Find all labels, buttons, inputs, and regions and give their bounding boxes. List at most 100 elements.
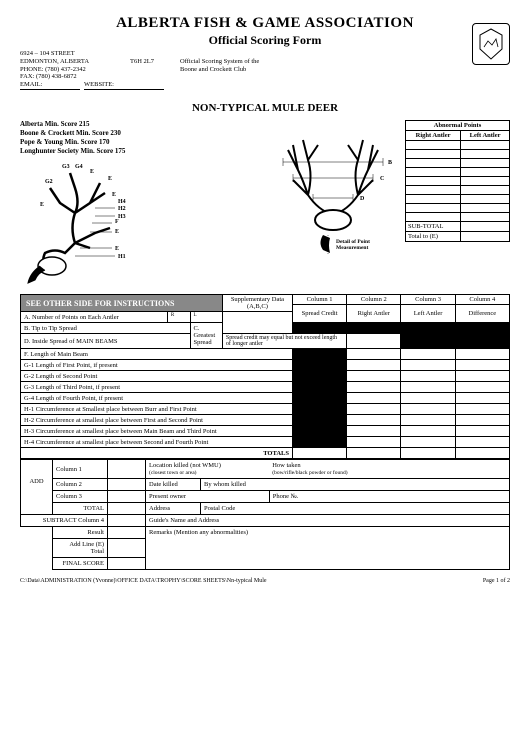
min-lh: Longhunter Society Min. Score 175 bbox=[20, 147, 260, 156]
abnormal-title: Abnormal Points bbox=[406, 120, 510, 130]
instructions-bar: SEE OTHER SIDE FOR INSTRUCTIONS bbox=[21, 296, 222, 311]
subtotal-label: SUB-TOTAL bbox=[406, 221, 461, 231]
addr-club: Boone and Crockett Club bbox=[180, 66, 246, 74]
total-label: TOTAL bbox=[53, 503, 108, 515]
min-bc: Boone & Crockett Min. Score 230 bbox=[20, 129, 260, 138]
row-b: B. Tip to Tip Spread bbox=[21, 323, 191, 334]
svg-text:Measurement: Measurement bbox=[336, 245, 368, 251]
owner-label: Present owner bbox=[146, 491, 270, 503]
sum-col3: Column 3 bbox=[53, 491, 108, 503]
row-h1: H-1 Circumference at Smallest place betw… bbox=[21, 404, 293, 415]
row-g1: G-1 Length of First Point, if present bbox=[21, 360, 293, 371]
addr-system: Official Scoring System of the bbox=[180, 58, 259, 66]
footer: C:\Data\ADMINISTRATION (Yvonne)\OFFICE D… bbox=[20, 578, 510, 584]
loc-label: Location killed (not WMU) bbox=[149, 462, 221, 469]
svg-text:E: E bbox=[115, 229, 119, 235]
abnormal-left: Left Antler bbox=[461, 130, 510, 140]
svg-text:E: E bbox=[112, 192, 116, 198]
addr-line: 6924 – 104 STREET bbox=[20, 50, 510, 58]
main-scoring-table: SEE OTHER SIDE FOR INSTRUCTIONS Suppleme… bbox=[20, 294, 510, 459]
col4-h: Column 4 bbox=[455, 295, 509, 305]
how-sub: (bow/rifle/black powder or found) bbox=[272, 470, 347, 476]
svg-text:H2: H2 bbox=[118, 206, 126, 212]
row-d-note: Spread credit may equal but not exceed l… bbox=[222, 334, 346, 349]
svg-text:G2: G2 bbox=[45, 179, 53, 185]
svg-text:E: E bbox=[40, 202, 44, 208]
svg-text:E: E bbox=[115, 246, 119, 252]
addr-phone: PHONE: (780) 437-2342 bbox=[20, 66, 180, 74]
how-label: How taken bbox=[272, 462, 300, 469]
addr-web: WEBSITE: bbox=[84, 81, 164, 90]
footer-page: Page 1 of 2 bbox=[483, 578, 510, 584]
col1-h: Column 1 bbox=[292, 295, 346, 305]
min-scores: Alberta Min. Score 215 Boone & Crockett … bbox=[20, 120, 260, 156]
svg-text:E: E bbox=[90, 169, 94, 175]
svg-text:H1: H1 bbox=[118, 254, 126, 260]
min-py: Pope & Young Min. Score 170 bbox=[20, 138, 260, 147]
final-label: FINAL SCORE bbox=[53, 558, 108, 570]
row-totals: TOTALS bbox=[21, 448, 293, 459]
row-h4: H-4 Circumference at smallest place betw… bbox=[21, 437, 293, 448]
addr-email: EMAIL: bbox=[20, 81, 80, 90]
loc-sub: (closest town or area) bbox=[149, 470, 197, 476]
abnormal-right: Right Antler bbox=[406, 130, 461, 140]
row-d: D. Inside Spread of MAIN BEAMS bbox=[21, 334, 191, 349]
phone-label: Phone №. bbox=[269, 491, 509, 503]
antler-side-diagram: G3G4EE G2EE FE H2H3H4 EH1 bbox=[20, 158, 150, 288]
col3-h: Column 3 bbox=[401, 295, 455, 305]
addr-postal: T6H 2L7 bbox=[130, 58, 180, 66]
row-a-l: L bbox=[190, 312, 222, 323]
row-a: A. Number of Points on Each Antler bbox=[21, 312, 168, 323]
left-h: Left Antler bbox=[401, 305, 455, 323]
svg-text:G4: G4 bbox=[75, 164, 83, 170]
result-label: Result bbox=[53, 527, 108, 539]
species-title: NON-TYPICAL MULE DEER bbox=[20, 102, 510, 114]
row-g2: G-2 Length of Second Point bbox=[21, 371, 293, 382]
svg-text:H4: H4 bbox=[118, 199, 126, 205]
remarks-label: Remarks (Mention any abnormalities) bbox=[146, 527, 510, 570]
svg-text:B: B bbox=[388, 160, 392, 166]
date-label: Date killed bbox=[146, 479, 201, 491]
row-f: F. Length of Main Beam bbox=[21, 349, 293, 360]
diff-h: Difference bbox=[455, 305, 509, 323]
abnormal-points-table: Abnormal Points Right AntlerLeft Antler … bbox=[405, 120, 510, 242]
addr-city: EDMONTON, ALBERTA bbox=[20, 58, 130, 66]
whom-label: By whom killed bbox=[201, 479, 510, 491]
antler-front-diagram: BCD Detail of Point Measurement bbox=[268, 120, 398, 260]
svg-text:C: C bbox=[380, 176, 384, 182]
form-subtitle: Official Scoring Form bbox=[20, 33, 510, 48]
address-block: 6924 – 104 STREET EDMONTON, ALBERTA T6H … bbox=[20, 50, 510, 90]
sum-col1: Column 1 bbox=[53, 460, 108, 479]
row-h2: H-2 Circumference at smallest place betw… bbox=[21, 415, 293, 426]
afga-logo bbox=[472, 23, 510, 65]
summary-table: ADD Column 1 Location killed (not WMU) (… bbox=[20, 459, 510, 570]
header: ALBERTA FISH & GAME ASSOCIATION Official… bbox=[20, 15, 510, 90]
min-alberta: Alberta Min. Score 215 bbox=[20, 120, 260, 129]
svg-text:G3: G3 bbox=[62, 164, 70, 170]
row-g4: G-4 Length of Fourth Point, if present bbox=[21, 393, 293, 404]
subtract-label: SUBTRACT Column 4 bbox=[21, 515, 108, 527]
row-c: C. Greatest Spread bbox=[190, 323, 222, 349]
right-h: Right Antler bbox=[347, 305, 401, 323]
svg-text:D: D bbox=[360, 196, 365, 202]
address-label: Address bbox=[146, 503, 201, 515]
svg-text:E: E bbox=[108, 176, 112, 182]
spread-h: Spread Credit bbox=[292, 305, 346, 323]
postal-label: Postal Code bbox=[201, 503, 510, 515]
adde-label: Add Line (E) Total bbox=[53, 539, 108, 558]
total-e-label: Total to (E) bbox=[406, 231, 461, 241]
guide-label: Guide's Name and Address bbox=[146, 515, 510, 527]
scoring-form-page: ALBERTA FISH & GAME ASSOCIATION Official… bbox=[0, 0, 530, 594]
diagram-area: Alberta Min. Score 215 Boone & Crockett … bbox=[20, 120, 510, 290]
svg-text:H3: H3 bbox=[118, 214, 126, 220]
add-label: ADD bbox=[21, 460, 53, 503]
org-title: ALBERTA FISH & GAME ASSOCIATION bbox=[20, 15, 510, 32]
row-a-r: R bbox=[167, 312, 190, 323]
sum-col2: Column 2 bbox=[53, 479, 108, 491]
row-h3: H-3 Circumference at smallest place betw… bbox=[21, 426, 293, 437]
footer-path: C:\Data\ADMINISTRATION (Yvonne)\OFFICE D… bbox=[20, 578, 267, 584]
col2-h: Column 2 bbox=[347, 295, 401, 305]
addr-fax: FAX: (780) 438-6872 bbox=[20, 73, 510, 81]
row-g3: G-3 Length of Third Point, if present bbox=[21, 382, 293, 393]
col-supp: Supplementary Data (A,B,C) bbox=[222, 295, 292, 312]
